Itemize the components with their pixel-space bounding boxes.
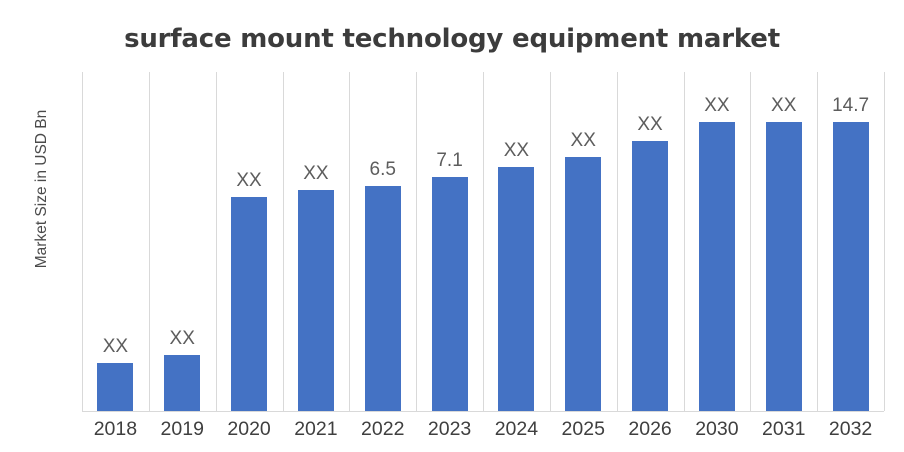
bar-slot: XX <box>82 72 149 411</box>
bar-2021[interactable] <box>297 190 334 411</box>
x-tick-label-2030: 2030 <box>695 418 739 440</box>
bar-series: XX XX XX XX 6.5 7.1 XX XX XX XX XX 14.7 <box>82 72 884 411</box>
x-tick-label-2031: 2031 <box>762 418 806 440</box>
bar-value-label-2019: XX <box>169 328 195 349</box>
x-tick-label-2024: 2024 <box>494 418 539 440</box>
bar-value-label-2018: XX <box>102 336 129 357</box>
bar-slot: 6.5 <box>349 72 416 411</box>
bar-2019[interactable] <box>164 355 201 411</box>
bar-slot: 14.7 <box>817 72 884 411</box>
y-axis-title: Market Size in USD Bn <box>33 109 50 269</box>
bar-value-label-2030: XX <box>704 95 730 116</box>
bar-2030[interactable] <box>698 122 735 411</box>
x-tick-label-2018: 2018 <box>93 418 138 440</box>
bar-slot: XX <box>216 72 283 411</box>
plot-area: XX XX XX XX 6.5 7.1 XX XX XX XX XX 14.7 <box>82 72 885 411</box>
bar-slot: XX <box>149 72 216 411</box>
bar-2024[interactable] <box>498 167 535 411</box>
x-axis-line <box>82 411 884 412</box>
bar-2018[interactable] <box>97 363 134 411</box>
x-tick-label-2025: 2025 <box>561 418 605 440</box>
bar-slot: XX <box>283 72 350 411</box>
bar-2022[interactable] <box>364 186 401 411</box>
bar-slot: XX <box>750 72 817 411</box>
bar-2032[interactable] <box>832 122 869 411</box>
bar-slot: XX <box>684 72 751 411</box>
x-tick-label-2032: 2032 <box>828 418 873 440</box>
bar-2026[interactable] <box>632 141 669 411</box>
x-tick-label-2021: 2021 <box>294 418 338 440</box>
bar-slot: XX <box>617 72 684 411</box>
bar-value-label-2022: 6.5 <box>369 159 396 180</box>
x-tick-label-2020: 2020 <box>227 418 271 440</box>
bar-value-label-2026: XX <box>637 114 663 135</box>
bar-slot: 7.1 <box>416 72 483 411</box>
x-tick-label-2023: 2023 <box>427 418 472 440</box>
x-tick-label-2019: 2019 <box>160 418 204 440</box>
bar-value-label-2024: XX <box>503 140 530 161</box>
bar-2031[interactable] <box>765 122 802 411</box>
chart-title: surface mount technology equipment marke… <box>124 24 780 54</box>
bar-value-label-2025: XX <box>570 130 596 151</box>
bar-value-label-2032: 14.7 <box>832 95 870 116</box>
x-axis-tick-labels: 2018 2019 2020 2021 2022 2023 2024 2025 2026 2030… <box>82 418 884 450</box>
bar-2020[interactable] <box>231 197 268 411</box>
gridline <box>884 72 885 411</box>
x-tick-label-2026: 2026 <box>628 418 672 440</box>
bar-slot: XX <box>483 72 550 411</box>
bar-value-label-2023: 7.1 <box>436 150 463 171</box>
bar-value-label-2020: XX <box>236 170 262 191</box>
bar-value-label-2021: XX <box>303 163 329 184</box>
x-tick-label-2022: 2022 <box>361 418 405 440</box>
bar-slot: XX <box>550 72 617 411</box>
bar-value-label-2031: XX <box>771 95 797 116</box>
bar-2025[interactable] <box>565 157 602 411</box>
bar-2023[interactable] <box>431 177 468 411</box>
